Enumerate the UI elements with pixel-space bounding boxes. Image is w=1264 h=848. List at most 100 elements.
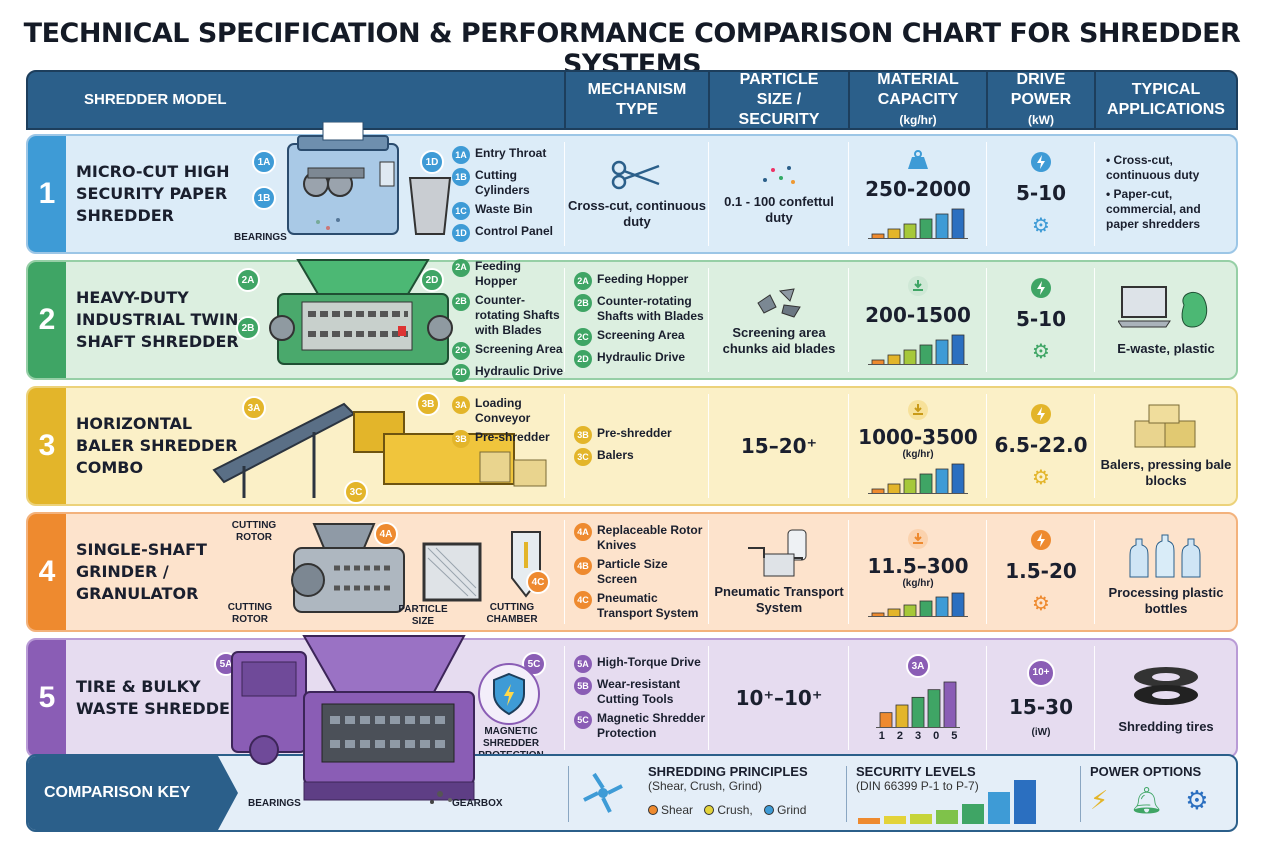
security-level-bars [858, 780, 1036, 824]
paper-shredder-illustration [287, 122, 452, 235]
row-number: 1 [28, 136, 66, 252]
twin-shaft-shredder-illustration [269, 259, 453, 365]
applications-cell: Processing plastic bottles [1096, 514, 1236, 630]
confetti-icon [763, 166, 795, 184]
scale-icon [908, 528, 928, 549]
capacity-cell: 250-2000 [850, 136, 986, 252]
diagram-label: BEARINGS [234, 232, 287, 243]
callout-badge: 4C [526, 570, 550, 594]
scissors-icon [611, 160, 660, 190]
shield-icon [478, 663, 540, 725]
capacity-bar [951, 334, 965, 365]
applications-cell: • Cross-cut, continuous duty • Paper-cut… [1106, 152, 1201, 231]
capacity-bar [887, 608, 901, 617]
capacity-bar-chart [868, 463, 968, 494]
diagram-label: BEARINGS [248, 798, 301, 809]
capacity-cell: 11.5–300 (kg/hr) [850, 514, 986, 630]
grinder-illustration [291, 523, 541, 613]
capacity-bar [903, 349, 917, 365]
diagram-label: CUTTING CHAMBER [486, 602, 538, 625]
callout-list: 2A Feeding Hopper 2B Counter-rotating Shaf… [452, 258, 564, 382]
weight-icon [908, 150, 928, 169]
chunks-icon [757, 288, 801, 318]
mechanism-list: 5A High-Torque Drive 5B Wear-resistant Cut… [574, 640, 708, 756]
capacity-bar [903, 478, 917, 494]
particle-cell: Screening area chunks aid blades [710, 262, 848, 378]
capacity-bar [871, 612, 885, 617]
diagram-label: PARTICLE SIZE [398, 604, 448, 627]
diagram-label: CUTTING ROTOR [231, 520, 277, 543]
capacity-bar [935, 596, 949, 617]
tires-icon [1134, 667, 1198, 705]
lightning-icon [1031, 529, 1051, 550]
lightning-icon [1031, 151, 1051, 172]
model-name: HORIZONTAL BALER SHREDDER COMBO [76, 414, 238, 477]
power-cell: 5-10 ⚙ [988, 262, 1094, 378]
header-model: SHREDDER MODEL [84, 91, 227, 108]
capacity-bar [935, 468, 949, 494]
callout-badge: 4A [374, 522, 398, 546]
comparison-key: COMPARISON KEY SHREDDING PRINCIPLES (She… [26, 754, 1238, 832]
capacity-bar [943, 681, 957, 728]
gear-icon: ⚙ [1032, 214, 1050, 237]
capacity-bar [871, 359, 885, 365]
row-number: 4 [28, 514, 66, 630]
baler-shredder-illustration [212, 402, 547, 498]
header-power: DRIVE POWER (kW) [1010, 71, 1072, 127]
capacity-bar [911, 696, 925, 728]
row-number: 5 [28, 640, 66, 756]
applications-cell: Shredding tires [1096, 640, 1236, 756]
particle-cell: 0.1 - 100 confettul duty [710, 136, 848, 252]
table-row-5: 5 TIRE & BULKY WASTE SHREDDER 5A 5C MAGN… [26, 638, 1238, 761]
model-name: TIRE & BULKY WASTE SHREDDER [76, 677, 243, 718]
bale-blocks-icon [1134, 404, 1196, 448]
pneumatic-system-icon [748, 529, 807, 577]
callout-badge: 2A [236, 268, 260, 292]
callout-badge: 3C [344, 480, 368, 504]
applications-cell: Balers, pressing bale blocks [1096, 388, 1236, 504]
bell-icon: 🔔︎ [1130, 785, 1164, 815]
applications-cell: E-waste, plastic [1096, 262, 1236, 378]
comparison-table: SHREDDER MODEL MECHANISM TYPE PARTICLE S… [26, 70, 1238, 761]
header-particle: PARTICLE SIZE / SECURITY [738, 71, 820, 128]
power-badge: 10+ [1027, 658, 1055, 687]
capacity-bar [935, 339, 949, 365]
capacity-bar [879, 712, 893, 728]
capacity-bar [871, 233, 885, 239]
table-row-1: 1 MICRO-CUT HIGH SECURITY PAPER SHREDDER… [26, 122, 1238, 254]
mechanism-cell: Cross-cut, continuous duty [566, 136, 708, 252]
capacity-bar-chart [876, 681, 960, 728]
diagram-label: GEARBOX [452, 798, 503, 809]
model-name: MICRO-CUT HIGH SECURITY PAPER SHREDDER [76, 162, 230, 225]
particle-cell: Pneumatic Transport System [710, 514, 848, 630]
model-name: SINGLE-SHAFT GRINDER / GRANULATOR [76, 540, 207, 603]
scale-icon [908, 276, 928, 296]
capacity-bar [871, 488, 885, 494]
blades-icon [583, 772, 623, 813]
particle-cell: 10⁺–10⁺ [735, 686, 823, 710]
capacity-bar [951, 208, 965, 239]
gear-icon: ⚙ [1032, 340, 1050, 363]
capacity-bar [887, 228, 901, 239]
capacity-bar [903, 604, 917, 617]
callout-badge: 3B [416, 392, 440, 416]
power-cell: 5-10 ⚙ [988, 136, 1094, 252]
capacity-bar [895, 704, 909, 728]
power-cell: 6.5-22.0 ⚙ [988, 388, 1094, 504]
callout-badge: 1A [252, 150, 276, 174]
table-row-4: 4 SINGLE-SHAFT GRINDER / GRANULATOR CUTT… [26, 512, 1238, 632]
row-number: 2 [28, 262, 66, 378]
diagram-label: CUTTING ROTOR [227, 602, 273, 625]
tire-shredder-illustration [231, 635, 475, 804]
lightning-icon [1031, 403, 1051, 424]
power-cell: 1.5-20 ⚙ [988, 514, 1094, 630]
callout-badge: 2D [420, 268, 444, 292]
gear-icon: ⚙ [1032, 466, 1050, 489]
capacity-bar [935, 213, 949, 239]
capacity-bar [927, 689, 941, 728]
capacity-cell: 200-1500 [850, 262, 986, 378]
callout-badge: 3A [242, 396, 266, 420]
gear-icon: ⚙ [1185, 785, 1209, 815]
security-levels: SECURITY LEVELS (DIN 66399 P-1 to P-7) [856, 764, 979, 793]
